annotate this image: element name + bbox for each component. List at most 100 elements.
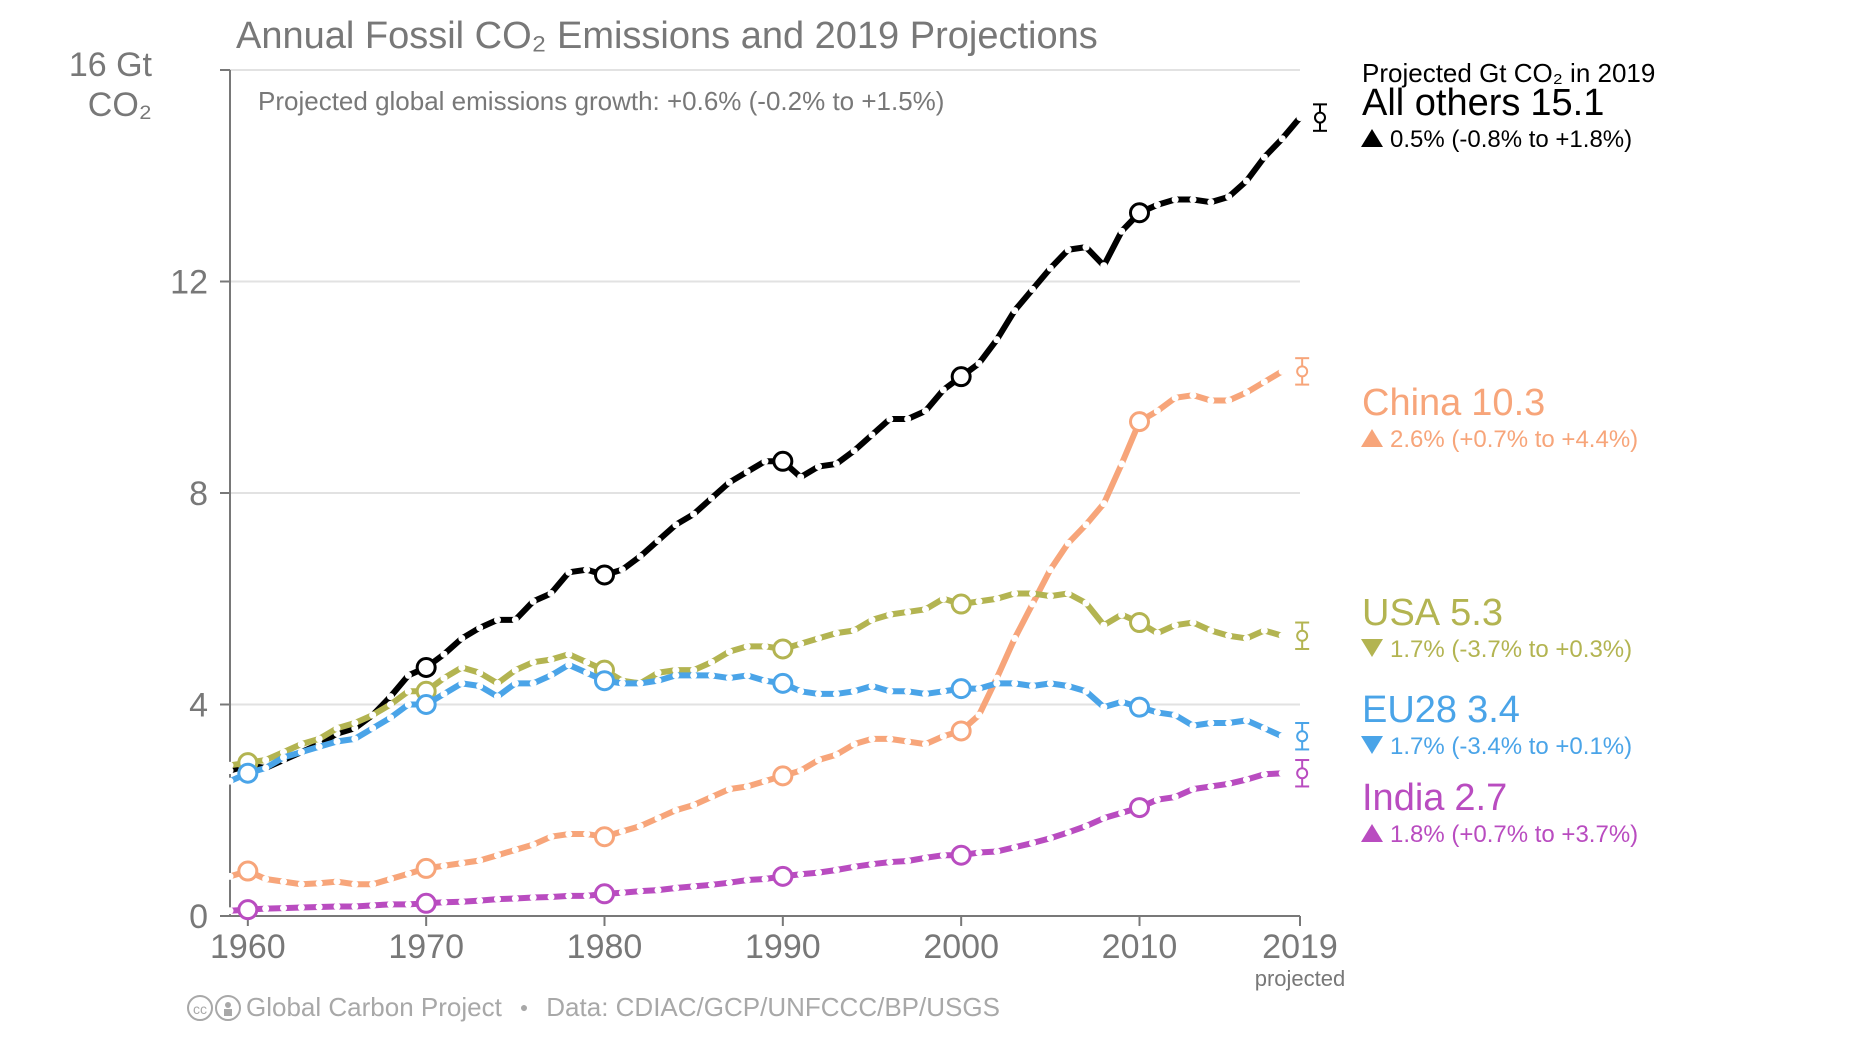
series-marker	[726, 648, 733, 655]
series-marker	[1297, 114, 1304, 121]
error-bar-point	[1297, 768, 1307, 778]
series-marker	[797, 640, 804, 647]
series-marker	[762, 458, 769, 465]
series-marker	[494, 852, 501, 859]
series-marker	[476, 624, 483, 631]
error-bar-point	[1315, 113, 1325, 123]
series-marker	[672, 807, 679, 814]
series-marker	[530, 598, 537, 605]
xtick-label: 2010	[1102, 928, 1178, 966]
series-marker	[904, 738, 911, 745]
xtick-label: 1960	[210, 928, 286, 966]
series-marker	[1118, 611, 1125, 618]
series-marker	[476, 669, 483, 676]
series-marker	[672, 672, 679, 679]
series-marker	[762, 875, 769, 882]
series-marker	[708, 495, 715, 502]
series-marker	[655, 537, 662, 544]
series-marker	[512, 846, 519, 853]
series-marker-big	[239, 901, 257, 919]
series-marker	[1100, 500, 1107, 507]
series-marker	[227, 762, 234, 769]
series-marker-big	[952, 368, 970, 386]
series-marker	[351, 735, 358, 742]
legend-all_others: All others15.10.5% (-0.8% to +1.8%)	[1361, 82, 1632, 153]
series-marker	[441, 862, 448, 869]
series-marker	[869, 682, 876, 689]
series-marker	[922, 741, 929, 748]
series-marker	[637, 680, 644, 687]
series-marker	[1029, 682, 1036, 689]
series-marker	[494, 896, 501, 903]
series-marker	[530, 894, 537, 901]
series-marker	[851, 627, 858, 634]
series-marker	[976, 712, 983, 719]
series-marker	[405, 688, 412, 695]
series-marker	[993, 595, 1000, 602]
series-marker	[904, 415, 911, 422]
series-marker	[1279, 368, 1286, 375]
series-marker	[1172, 394, 1179, 401]
series-marker	[940, 595, 947, 602]
series-marker-big	[774, 867, 792, 885]
series-marker	[744, 672, 751, 679]
series-marker	[512, 895, 519, 902]
series-marker	[512, 616, 519, 623]
series-marker-big	[1131, 614, 1149, 632]
series-marker	[1154, 630, 1161, 637]
series-marker	[583, 566, 590, 573]
series-marker	[655, 815, 662, 822]
legend-name: EU283.4	[1362, 689, 1520, 731]
series-marker	[904, 858, 911, 865]
series-marker	[637, 823, 644, 830]
series-marker	[316, 743, 323, 750]
series-marker	[441, 899, 448, 906]
series-marker	[655, 887, 662, 894]
series-marker	[227, 778, 234, 785]
series-marker	[351, 720, 358, 727]
legend-name: China10.3	[1362, 382, 1545, 424]
series-marker	[1172, 712, 1179, 719]
xtick-label: 1990	[745, 928, 821, 966]
series-marker	[1225, 720, 1232, 727]
series-marker	[672, 884, 679, 891]
series-marker-big	[417, 696, 435, 714]
series-marker	[387, 714, 394, 721]
series-marker	[405, 870, 412, 877]
series-marker	[316, 904, 323, 911]
series-marker-big	[596, 566, 614, 584]
series-marker	[1083, 599, 1090, 606]
series-marker	[262, 764, 269, 771]
series-marker	[690, 883, 697, 890]
legend-change: 1.8% (+0.7% to +3.7%)	[1390, 821, 1638, 848]
series-marker	[922, 854, 929, 861]
chart-container: 0481216 GtCO₂196019701980199020002010201…	[0, 0, 1852, 1042]
series-marker	[1172, 196, 1179, 203]
series-marker	[815, 869, 822, 876]
series-marker	[1118, 228, 1125, 235]
series-marker	[726, 879, 733, 886]
legend-change: 1.7% (-3.7% to +0.3%)	[1390, 636, 1632, 663]
series-marker	[762, 778, 769, 785]
chart-svg: 0481216 GtCO₂196019701980199020002010201…	[0, 0, 1852, 1042]
series-marker-big	[774, 674, 792, 692]
series-marker	[512, 667, 519, 674]
series-marker	[1225, 780, 1232, 787]
series-marker-big	[774, 452, 792, 470]
series-marker	[298, 741, 305, 748]
series-marker	[458, 635, 465, 642]
series-marker	[405, 701, 412, 708]
series-marker	[530, 659, 537, 666]
error-bar-point	[1297, 631, 1307, 641]
series-marker	[369, 712, 376, 719]
series-marker	[1029, 840, 1036, 847]
ytick-label: 12	[170, 264, 208, 302]
series-marker	[1011, 844, 1018, 851]
xtick-label: 2000	[923, 928, 999, 966]
series-marker	[369, 902, 376, 909]
series-marker-big	[596, 828, 614, 846]
series-marker	[1065, 682, 1072, 689]
series-marker	[619, 680, 626, 687]
by-icon-head	[225, 1002, 231, 1008]
series-marker	[1243, 776, 1250, 783]
